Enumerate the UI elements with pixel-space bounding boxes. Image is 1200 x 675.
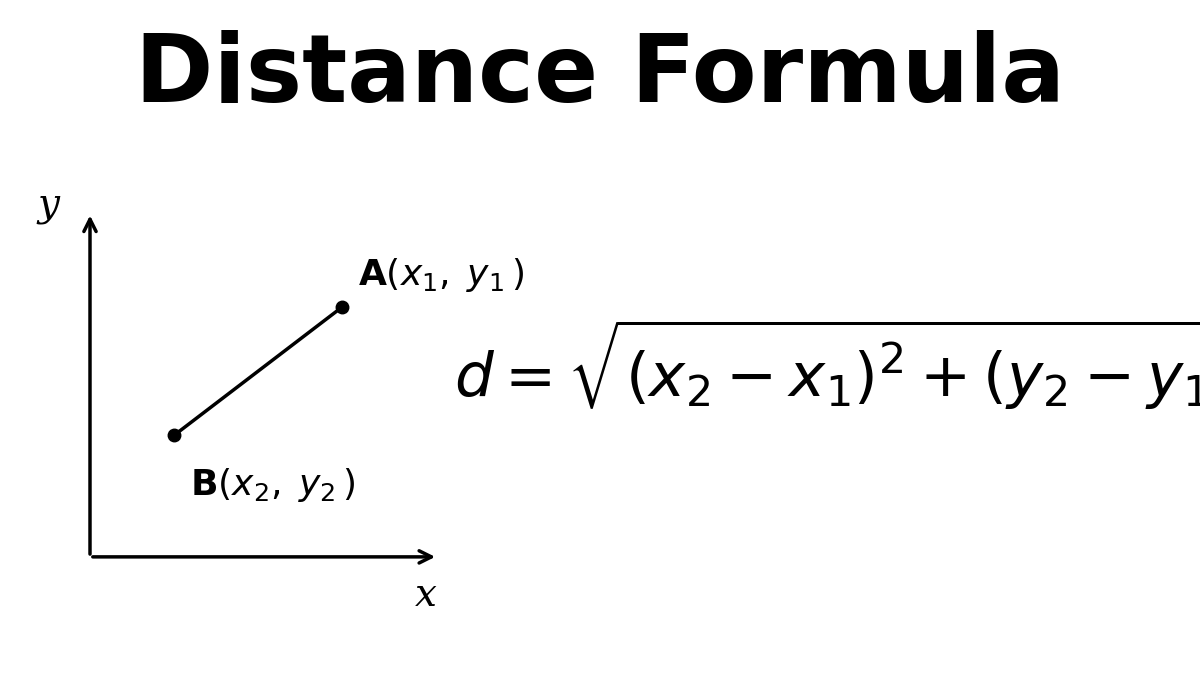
Text: x: x: [415, 577, 437, 614]
Text: $\mathdefault{B}$$(x_2, \; y_2\,)$: $\mathdefault{B}$$(x_2, \; y_2\,)$: [190, 466, 355, 504]
Text: $\mathdefault{A}$$(x_1, \; y_1\,)$: $\mathdefault{A}$$(x_1, \; y_1\,)$: [358, 256, 523, 294]
Text: $d = \sqrt{(x_2 - x_1)^2 + (y_2 - y_1)^2}$: $d = \sqrt{(x_2 - x_1)^2 + (y_2 - y_1)^2…: [454, 317, 1200, 412]
Text: Distance Formula: Distance Formula: [134, 30, 1066, 122]
Text: y: y: [37, 188, 59, 224]
